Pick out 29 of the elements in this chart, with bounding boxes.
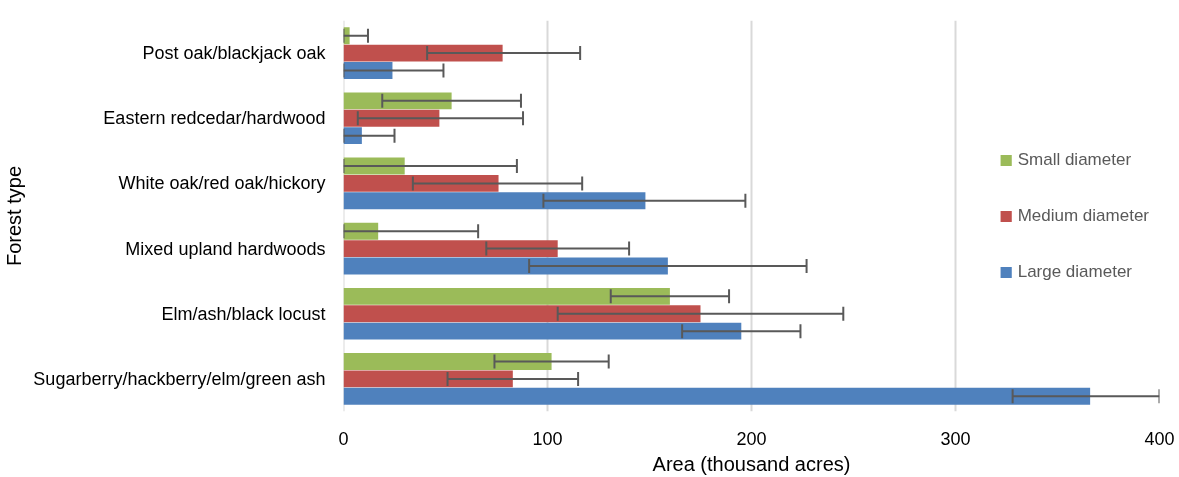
bar bbox=[343, 109, 440, 127]
y-tick-label: Post oak/blackjack oak bbox=[142, 43, 327, 64]
y-tick-label: Mixed upland hardwoods bbox=[125, 238, 326, 259]
bar bbox=[343, 192, 646, 210]
bar bbox=[343, 370, 513, 388]
x-tick-label: 400 bbox=[1144, 428, 1175, 449]
bar bbox=[343, 322, 742, 340]
y-tick-label: White oak/red oak/hickory bbox=[118, 173, 326, 194]
bar bbox=[343, 305, 701, 323]
bar bbox=[343, 353, 552, 370]
bar bbox=[343, 92, 452, 110]
bar bbox=[343, 44, 503, 62]
y-tick-label: Sugarberry/hackberry/elm/green ash bbox=[33, 368, 326, 389]
bar bbox=[343, 257, 668, 275]
y-tick-label: Eastern redcedar/hardwood bbox=[103, 108, 326, 129]
y-axis-title: Forest type bbox=[3, 165, 26, 267]
bar bbox=[343, 174, 499, 192]
x-axis-title: Area (thousand acres) bbox=[652, 452, 851, 475]
y-tick-label: Elm/ash/black locust bbox=[161, 303, 326, 324]
legend-label: Large diameter bbox=[1017, 261, 1133, 282]
bar bbox=[343, 287, 670, 305]
legend-label: Small diameter bbox=[1017, 149, 1132, 170]
bar bbox=[343, 240, 558, 258]
x-tick-label: 100 bbox=[532, 428, 563, 449]
legend-label: Medium diameter bbox=[1017, 205, 1149, 226]
x-tick-label: 0 bbox=[338, 428, 349, 449]
bar bbox=[343, 387, 1091, 405]
x-tick-label: 200 bbox=[736, 428, 767, 449]
x-tick-label: 300 bbox=[940, 428, 971, 449]
